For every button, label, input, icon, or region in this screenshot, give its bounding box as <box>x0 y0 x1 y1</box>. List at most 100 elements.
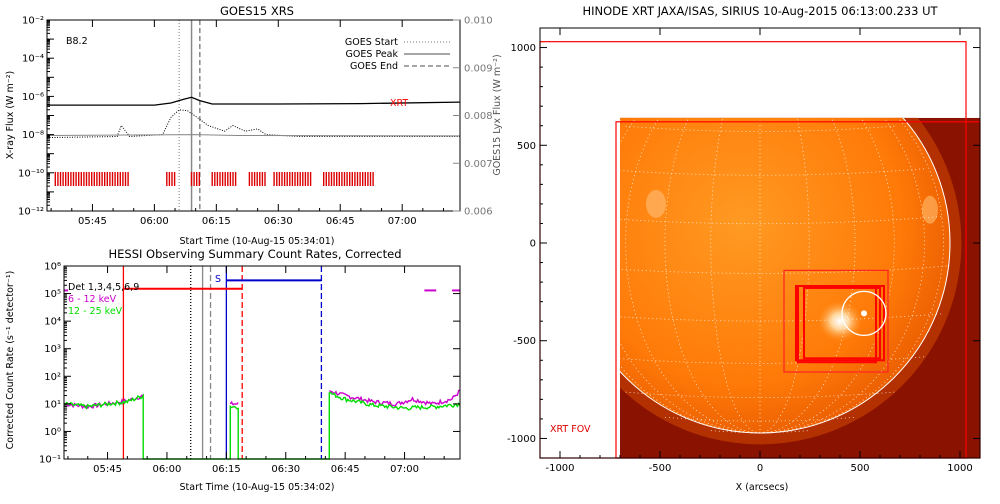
goes-axes: 10⁻¹² 10⁻¹⁰ 10⁻⁸ 10⁻⁶ 10⁻⁴ 10⁻² 0.006 0.007 0.00… <box>18 16 493 228</box>
hessi-count-rate-panel: HESSI Observing Summary Count Rates, Cor… <box>5 247 461 493</box>
latitude-line <box>710 430 810 433</box>
longitude-line <box>759 117 895 434</box>
xrt-xtick-label: 1000 <box>947 463 972 474</box>
xrt-image-panel: HINODE XRT JAXA/ISAS, SIRIUS 10-Aug-2015… <box>507 4 981 493</box>
hessi-series-1-seg-0 <box>63 391 461 460</box>
goes-ytick-label: 10⁻⁴ <box>22 54 44 65</box>
goes-y2tick-label: 0.010 <box>464 16 493 27</box>
flare-kernel <box>861 310 867 317</box>
goes-y2-axis-label: GOES15 Lyx Flux (W m⁻²) <box>492 54 503 175</box>
goes-y2tick-label: 0.007 <box>464 159 493 170</box>
hessi-axes: 10⁻¹ 10⁰ 10¹ 10² 10³ 10⁴ 10⁵ 10⁶ 05:45 06:00 06:15… <box>39 262 461 475</box>
hessi-ytick-label: 10⁰ <box>44 427 61 438</box>
xrt-fov-label: XRT FOV <box>550 424 591 435</box>
goes-xtick-label: 06:30 <box>264 216 293 227</box>
heliographic-grid <box>620 67 951 434</box>
goes-title: GOES15 XRS <box>220 4 294 18</box>
hessi-legend-label: 6 - 12 keV <box>68 294 117 305</box>
xrt-title: HINODE XRT JAXA/ISAS, SIRIUS 10-Aug-2015… <box>582 4 938 18</box>
goes-xtick-label: 06:45 <box>326 216 355 227</box>
flare-circle <box>841 290 887 337</box>
hessi-frame <box>63 265 461 460</box>
longitude-line <box>759 117 810 434</box>
hessi-ytick-label: 10⁵ <box>44 289 61 300</box>
active-region-east <box>646 189 666 218</box>
latitude-line <box>711 67 809 69</box>
goes-legend-label: GOES End <box>350 61 398 72</box>
goes-frame <box>46 19 461 212</box>
goes-xtick-label: 07:00 <box>388 216 417 227</box>
hessi-x-axis-label: Start Time (10-Aug-15 05:34:02) <box>180 482 335 493</box>
solar-limb <box>620 117 951 434</box>
xrt-xtick-label: 0 <box>757 463 763 474</box>
hessi-series-0-seg-1 <box>229 400 239 406</box>
solar-xray-image <box>620 67 980 458</box>
hessi-ytick-label: 10² <box>44 372 61 383</box>
xrt-x-axis-label: X (arcsecs) <box>736 482 789 493</box>
goes-y-axis-label: X-ray Flux (W m⁻²) <box>5 71 16 160</box>
latitude-line <box>620 168 925 176</box>
hessi-series <box>63 266 461 460</box>
goes-ytick-label: 10⁻² <box>22 16 44 27</box>
xrt-axes: -1000 -500 0 500 1000 -1000 -500 0 500 1000 <box>507 27 981 474</box>
flare-class-label: B8.2 <box>66 36 88 47</box>
goes-y2tick-label: 0.006 <box>464 207 493 218</box>
xrt-xtick-label: -500 <box>649 463 672 474</box>
goes-series-line-2 <box>46 134 461 137</box>
goes-legend-label: GOES Peak <box>346 49 399 60</box>
hessi-xtick-label: 05:45 <box>93 464 122 475</box>
xrt-coverage-marks <box>54 172 374 186</box>
latitude-line <box>620 356 925 364</box>
longitude-line <box>759 117 925 434</box>
xrt-xtick-label: -1000 <box>545 463 574 474</box>
hessi-legend-label: 12 - 25 keV <box>68 306 123 317</box>
hessi-ytick-label: 10⁴ <box>44 317 61 328</box>
goes-x-axis-label: Start Time (10-Aug-15 05:34:01) <box>180 236 335 247</box>
goes-ytick-label: 10⁻¹⁰ <box>18 168 44 179</box>
hessi-xtick-label: 06:00 <box>153 464 182 475</box>
fov-box <box>783 269 889 373</box>
goes-xtick-label: 05:45 <box>78 216 107 227</box>
hessi-ytick-label: 10⁶ <box>44 262 61 273</box>
goes-ytick-label: 10⁻⁶ <box>22 92 44 103</box>
goes-series <box>46 20 461 211</box>
active-region-west <box>922 195 938 224</box>
flare-region-glow <box>818 301 862 342</box>
hessi-y-axis-label: Corrected Count Rate (s⁻¹ detector⁻¹) <box>5 271 16 450</box>
goes-ytick-label: 10⁻⁸ <box>22 130 44 141</box>
xrt-ytick-label: 500 <box>517 141 536 152</box>
solar-disk <box>620 117 950 433</box>
goes-legend-label: GOES Start <box>345 37 398 48</box>
hessi-xtick-label: 06:15 <box>212 464 241 475</box>
goes-ytick-label: 10⁻¹² <box>18 207 44 218</box>
fov-box <box>803 286 881 360</box>
goes-series-line-1 <box>46 109 460 139</box>
hessi-xtick-label: 06:45 <box>331 464 360 475</box>
goes-y2tick-label: 0.008 <box>464 111 493 122</box>
hessi-xtick-label: 06:30 <box>271 464 300 475</box>
hessi-ytick-label: 10⁻¹ <box>39 455 61 466</box>
xrt-ytick-label: -500 <box>513 336 536 347</box>
longitude-line <box>625 117 761 434</box>
hessi-title: HESSI Observing Summary Count Rates, Cor… <box>108 247 401 261</box>
hessi-series-0-seg-2 <box>329 389 461 407</box>
goes-xtick-label: 06:15 <box>202 216 231 227</box>
xrt-ytick-label: -1000 <box>507 434 536 445</box>
fov-box <box>797 285 877 364</box>
xrt-ytick-label: 1000 <box>511 43 536 54</box>
goes-xtick-label: 06:00 <box>140 216 169 227</box>
longitude-line <box>710 117 761 434</box>
hessi-series-0-seg-0 <box>63 394 144 410</box>
s-label: S <box>215 274 221 285</box>
hessi-legend-label: Det 1,3,4,5,6,9 <box>68 282 139 293</box>
longitude-line <box>620 117 761 434</box>
xrt-label: XRT <box>390 98 408 109</box>
goes-series-line-0 <box>47 96 461 106</box>
goes-y2tick-label: 0.009 <box>464 63 493 74</box>
xrt-ytick-label: 0 <box>530 239 536 250</box>
